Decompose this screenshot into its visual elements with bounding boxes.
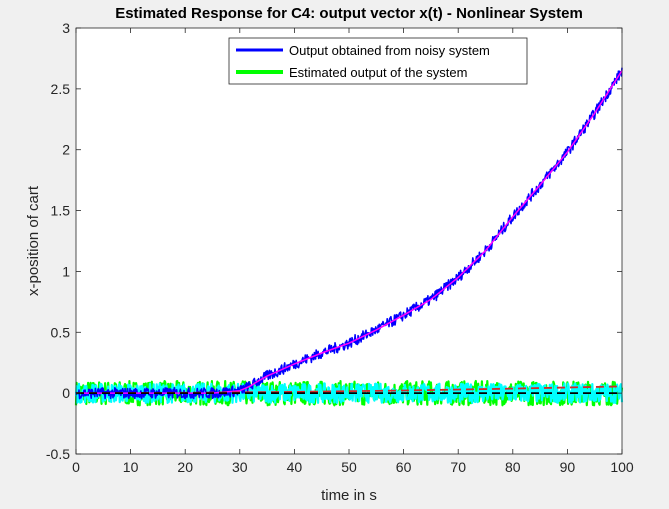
- y-tick-label: 2: [62, 142, 70, 158]
- legend-label-estimated-output: Estimated output of the system: [289, 65, 467, 80]
- legend: Output obtained from noisy system Estima…: [228, 37, 528, 85]
- axes-layer: 0 10 20 30 40 50 60 70 80 90 100-0.500.511.522.53: [46, 20, 634, 475]
- x-tick-label: 0: [72, 459, 80, 475]
- x-tick-label: 70: [450, 459, 466, 475]
- x-tick-label: 80: [505, 459, 521, 475]
- y-tick-label: 1: [62, 263, 70, 279]
- x-tick-label: 10: [123, 459, 139, 475]
- x-tick-label: 100: [610, 459, 634, 475]
- legend-box: [228, 37, 528, 85]
- x-tick-label: 90: [560, 459, 576, 475]
- series-line-output-obtained-from-noisy-system: [75, 67, 623, 400]
- y-axis-label: x-position of cart: [25, 185, 42, 296]
- x-tick-label: 50: [341, 459, 357, 475]
- x-tick-label: 20: [177, 459, 193, 475]
- legend-label-noisy-output: Output obtained from noisy system: [289, 43, 490, 58]
- legend-entry: Estimated output of the system: [236, 65, 467, 80]
- series-layer: [74, 67, 624, 407]
- y-tick-label: 0: [62, 385, 70, 401]
- y-tick-label: 3: [62, 20, 70, 36]
- y-tick-label: 2.5: [51, 81, 71, 97]
- legend-entry: Output obtained from noisy system: [236, 43, 490, 58]
- x-tick-label: 60: [396, 459, 412, 475]
- x-tick-label: 30: [232, 459, 248, 475]
- y-tick-label: 1.5: [51, 203, 71, 219]
- y-tick-label: 0.5: [51, 324, 71, 340]
- chart-title: Estimated Response for C4: output vector…: [115, 5, 583, 22]
- y-tick-label: -0.5: [46, 446, 70, 462]
- x-axis-label: time in s: [321, 487, 377, 504]
- x-tick-label: 40: [287, 459, 303, 475]
